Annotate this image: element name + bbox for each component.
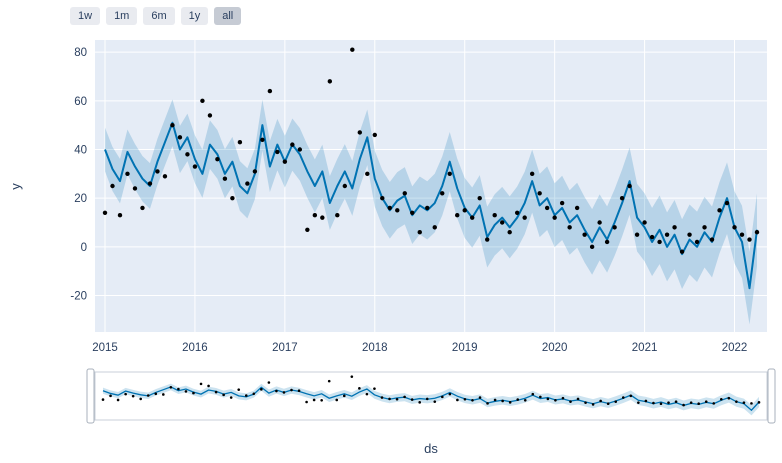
slider-actual-points [101,375,761,407]
svg-text:2017: 2017 [272,342,298,354]
slider-forecast-line [102,386,760,412]
svg-text:2022: 2022 [722,342,748,354]
range-button-1y[interactable]: 1y [180,7,209,26]
range-button-1w[interactable]: 1w [70,7,101,26]
range-button-all[interactable]: all [214,7,242,26]
svg-text:2015: 2015 [92,342,118,354]
actual-points [102,47,760,254]
range-button-6m[interactable]: 6m [143,7,175,26]
svg-text:2021: 2021 [632,342,658,354]
svg-text:2019: 2019 [452,342,478,354]
range-slider-handle-right[interactable] [767,368,776,424]
plot-area[interactable] [95,40,767,332]
range-button-1m[interactable]: 1m [106,7,138,26]
svg-text:20: 20 [74,193,87,205]
forecast-line [104,121,758,290]
range-slider-handle-left[interactable] [86,368,95,424]
range-selector: 1w 1m 6m 1y all [70,7,242,26]
svg-text:80: 80 [74,47,87,59]
svg-text:-20: -20 [70,291,87,303]
svg-text:0: 0 [81,242,87,254]
gridlines [95,40,767,332]
svg-text:40: 40 [74,145,87,157]
svg-text:2018: 2018 [362,342,388,354]
x-axis-title: ds [424,441,438,456]
axis-tick-labels: -20 0 20 40 60 80 2015 2016 2017 2018 2019 2020 2021… [70,47,747,354]
range-slider[interactable] [94,371,768,421]
svg-text:2020: 2020 [542,342,568,354]
svg-text:2016: 2016 [182,342,208,354]
svg-text:60: 60 [74,96,87,108]
